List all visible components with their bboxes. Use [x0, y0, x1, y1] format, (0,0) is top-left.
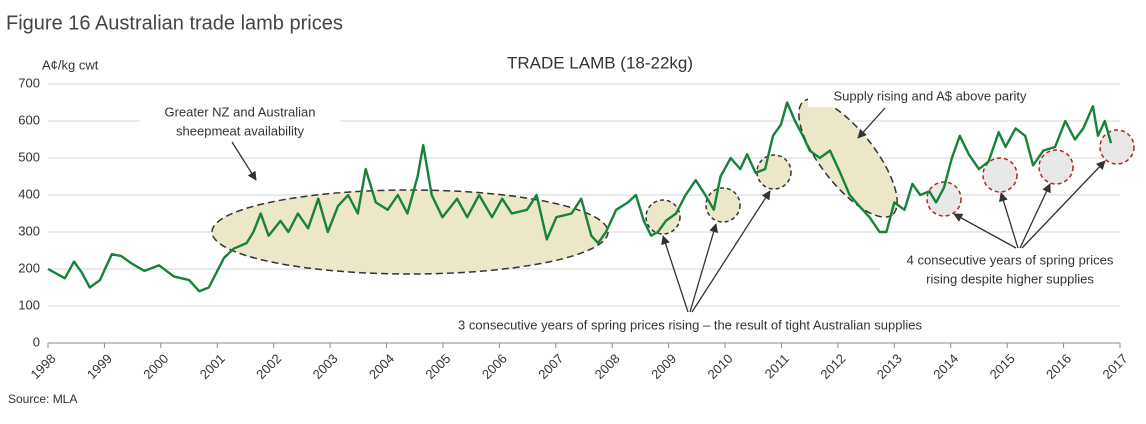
y-tick-label: 600	[18, 112, 40, 127]
x-tick-label: 2014	[930, 351, 961, 382]
x-tick-label: 1999	[84, 351, 115, 382]
x-tick-label: 2006	[479, 351, 510, 382]
circle	[705, 187, 741, 223]
y-tick-label: 300	[18, 223, 40, 238]
x-tick-label: 2016	[1043, 351, 1074, 382]
y-tick-label: 400	[18, 186, 40, 201]
arrow	[231, 141, 257, 181]
y-tick-label: 200	[18, 260, 40, 275]
x-tick-label: 2005	[422, 351, 453, 382]
annotation: sheepmeat availability	[176, 123, 304, 138]
x-tick-label: 1998	[27, 351, 58, 382]
price-line	[47, 101, 1113, 293]
y-tick-label: 500	[18, 149, 40, 164]
annotation: 3 consecutive years of spring prices ris…	[458, 317, 922, 332]
x-tick-label: 2007	[535, 351, 566, 382]
x-tick-label: 2013	[874, 351, 905, 382]
arrow	[689, 223, 719, 313]
annotation: rising despite higher supplies	[926, 271, 1094, 286]
label-bg	[808, 87, 1053, 107]
arrow	[953, 213, 1017, 249]
annotations: Greater NZ and Australian sheepmeat avai…	[140, 87, 1140, 336]
label-bg	[140, 102, 340, 142]
x-tick-label: 2010	[705, 351, 736, 382]
annotation: 4 consecutive years of spring prices	[907, 252, 1114, 267]
arrow	[999, 192, 1019, 249]
y-tick-label: 0	[33, 334, 40, 349]
arrow	[1021, 160, 1106, 249]
circle	[1038, 149, 1074, 185]
circle	[756, 154, 792, 190]
x-tick-label: 2001	[197, 351, 228, 382]
ellipse	[798, 98, 898, 218]
x-tick-label: 2015	[987, 351, 1018, 382]
chart-title: TRADE LAMB (18-22kg)	[507, 53, 693, 72]
label-bg	[880, 250, 1140, 290]
arrow	[691, 190, 771, 313]
y-axis-label: A¢/kg cwt	[42, 57, 99, 72]
x-tick-label: 2003	[310, 351, 341, 382]
y-tick-label: 700	[18, 75, 40, 90]
annotation: Supply rising and A$ above parity	[834, 88, 1027, 103]
plot	[47, 101, 1113, 293]
highlights	[211, 98, 1135, 275]
y-tick-label: 100	[18, 297, 40, 312]
circle	[645, 199, 681, 235]
source: Source: MLA	[8, 392, 77, 406]
label-bg	[405, 316, 975, 336]
x-tick-label: 2004	[366, 351, 397, 382]
arrow	[661, 235, 689, 313]
circle	[1099, 129, 1135, 165]
x-tick-label: 2012	[817, 351, 848, 382]
arrow	[1019, 183, 1051, 249]
circle	[926, 181, 962, 217]
annotation: Greater NZ and Australian	[164, 104, 315, 119]
circle	[982, 157, 1018, 193]
arrow	[857, 107, 886, 139]
x-tick-label: 2017	[1099, 351, 1130, 382]
x-tick-label: 2008	[592, 351, 623, 382]
x-tick-label: 2009	[648, 351, 679, 382]
figure-title: Figure 16 Australian trade lamb prices	[6, 12, 343, 34]
x-tick-label: 2000	[140, 351, 171, 382]
x-tick-label: 2011	[762, 351, 792, 381]
x-tick-label: 2002	[253, 351, 284, 382]
